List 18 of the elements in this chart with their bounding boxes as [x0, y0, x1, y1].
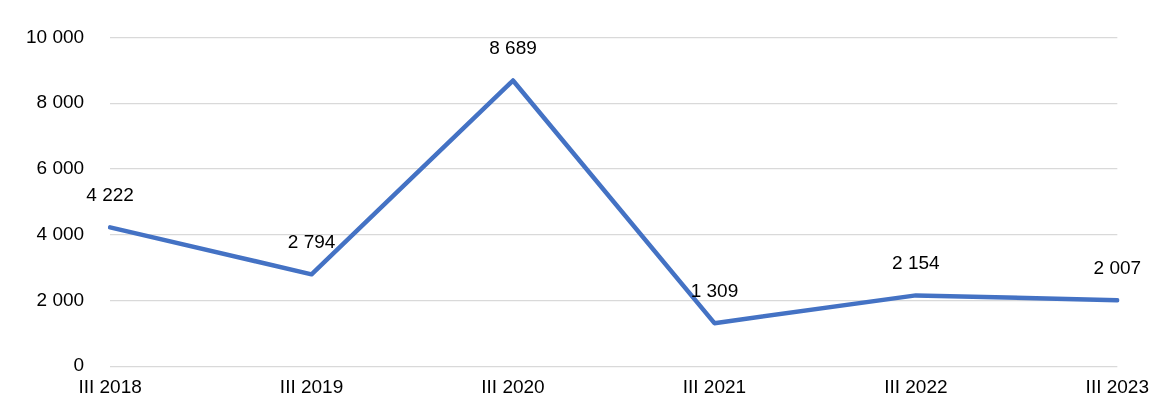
- data-label: 2 154: [892, 252, 941, 274]
- data-label: 2 794: [287, 231, 336, 253]
- x-tick-label: III 2020: [481, 375, 545, 397]
- data-label: 4 222: [86, 184, 134, 206]
- data-label: 1 309: [690, 279, 739, 301]
- x-tick-label: III 2022: [884, 375, 948, 397]
- y-tick-label: 6 000: [36, 157, 85, 179]
- x-tick-label: III 2023: [1085, 375, 1149, 397]
- x-tick-label: III 2019: [279, 375, 344, 397]
- y-tick-label: 0: [73, 354, 85, 376]
- x-tick-label: III 2021: [682, 375, 747, 397]
- data-label: 8 689: [489, 37, 537, 59]
- y-tick-label: 4 000: [36, 222, 85, 244]
- data-label: 2 007: [1093, 256, 1142, 278]
- y-tick-label: 8 000: [36, 91, 85, 113]
- x-tick-label: III 2018: [78, 375, 142, 397]
- y-tick-label: 10 000: [25, 25, 85, 47]
- y-tick-label: 2 000: [36, 288, 85, 310]
